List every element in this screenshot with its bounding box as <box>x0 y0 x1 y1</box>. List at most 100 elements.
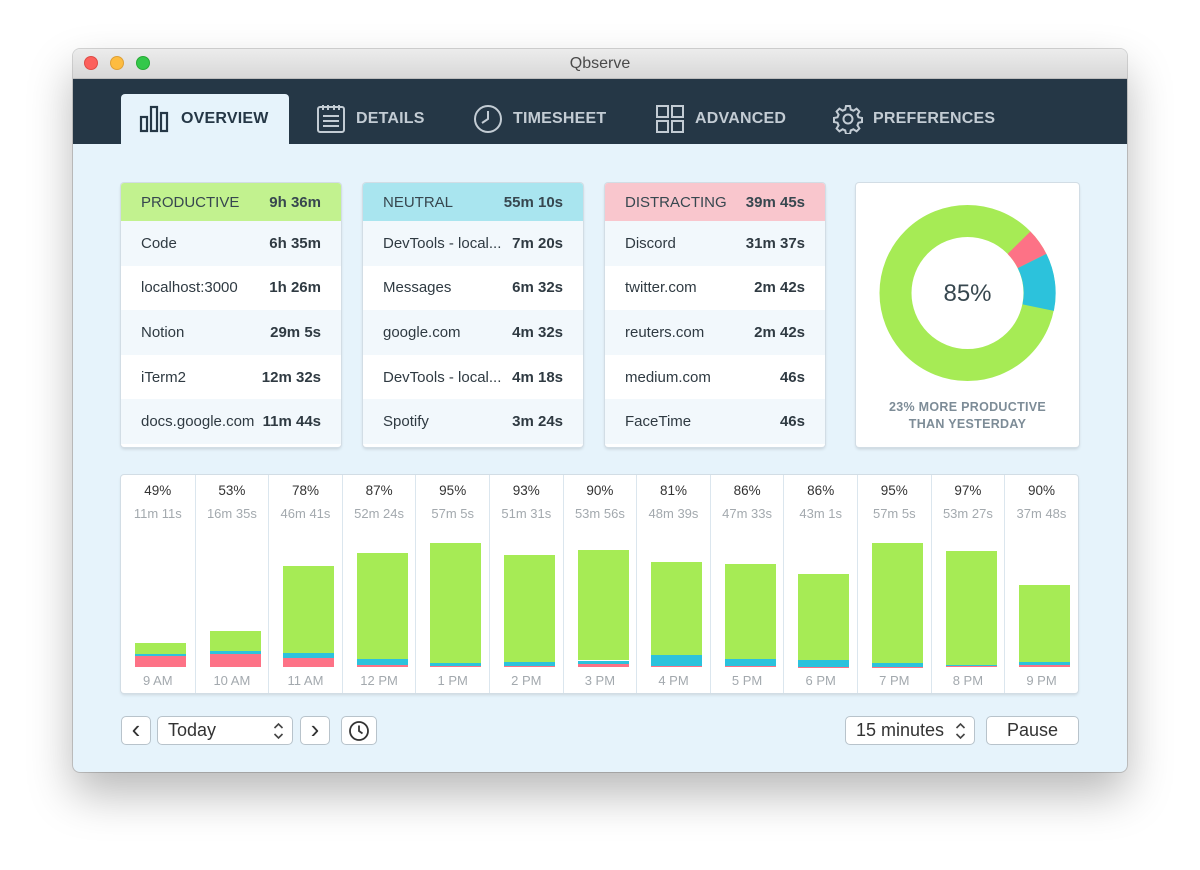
hour-duration: 53m 56s <box>574 506 625 521</box>
hour-productivity-percent: 53% <box>218 483 246 498</box>
hour-productivity-percent: 95% <box>439 483 467 498</box>
hour-label: 9 AM <box>142 673 173 688</box>
hour-column[interactable]: 95% 57m 5s 1 PM <box>415 475 489 693</box>
list-item[interactable]: FaceTime 46s <box>605 399 825 444</box>
hour-column[interactable]: 90% 53m 56s 3 PM <box>562 475 637 693</box>
tab-overview-label: OVERVIEW <box>181 110 269 127</box>
bar-segment-neutral <box>209 650 261 654</box>
window-title: Qbserve <box>569 55 631 72</box>
hour-column[interactable]: 95% 57m 5s 7 PM <box>857 475 931 693</box>
bar-segment-productive <box>724 564 776 659</box>
updown-chevron-icon <box>955 722 966 740</box>
hour-duration: 46m 41s <box>280 506 331 521</box>
bar-segment-neutral <box>283 653 335 658</box>
hourly-activity-chart: 49% 11m 11s 9 AM 53% 16m 35s 10 AM 78% 46m 41s 1… <box>121 475 1078 693</box>
hour-column[interactable]: 97% 53m 27s 8 PM <box>930 475 1005 693</box>
list-item[interactable]: docs.google.com 11m 44s <box>121 399 341 444</box>
list-item[interactable]: twitter.com 2m 42s <box>605 265 825 311</box>
bar-segment-productive <box>504 555 555 663</box>
hour-bar <box>430 543 482 667</box>
minimize-window-button[interactable] <box>110 56 124 70</box>
list-item[interactable]: Discord 31m 37s <box>605 221 825 266</box>
hour-label: 3 PM <box>584 673 616 688</box>
list-item[interactable]: DevTools - local... 7m 20s <box>363 221 583 266</box>
hour-duration: 16m 35s <box>206 506 257 521</box>
item-name: FaceTime <box>625 413 692 431</box>
interval-select-value: 15 minutes <box>856 720 945 740</box>
list-item[interactable]: Code 6h 35m <box>121 221 341 266</box>
hour-column[interactable]: 90% 37m 48s 9 PM <box>1004 475 1078 693</box>
item-name: Messages <box>383 279 452 297</box>
hour-bar <box>504 555 555 667</box>
bar-segment-productive <box>283 565 335 654</box>
hour-label: 9 PM <box>1026 673 1057 688</box>
hour-label: 10 AM <box>213 673 251 688</box>
hour-duration: 57m 5s <box>431 506 474 521</box>
item-name: medium.com <box>625 368 711 386</box>
list-item[interactable]: localhost:3000 1h 26m <box>121 265 341 311</box>
bar-segment-productive <box>651 561 703 656</box>
item-time: 7m 20s <box>512 234 563 252</box>
bar-segment-distracting <box>135 656 186 667</box>
bar-segment-neutral <box>872 663 923 667</box>
neutral-header[interactable]: NEUTRAL 55m 10s <box>363 183 583 221</box>
hour-column[interactable]: 49% 11m 11s 9 AM <box>121 475 195 693</box>
list-item[interactable]: medium.com 46s <box>605 354 825 400</box>
bar-segment-distracting <box>283 657 335 667</box>
hour-label: 8 PM <box>952 673 984 688</box>
productivity-donut <box>879 205 1056 381</box>
hour-bar <box>283 565 335 667</box>
hour-bar <box>1019 585 1071 667</box>
next-day-button[interactable]: › <box>300 716 330 745</box>
hour-bar <box>872 543 923 667</box>
tab-timesheet[interactable]: TIMESHEET <box>473 94 606 144</box>
item-time: 31m 37s <box>745 234 805 252</box>
hour-column[interactable]: 78% 46m 41s 11 AM <box>268 475 342 693</box>
hour-column[interactable]: 53% 16m 35s 10 AM <box>194 475 269 693</box>
pause-button[interactable]: Pause <box>986 716 1079 745</box>
bar-segment-neutral <box>1019 661 1071 666</box>
tab-preferences[interactable]: PREFERENCES <box>833 94 995 144</box>
item-name: Discord <box>625 234 676 252</box>
hour-productivity-percent: 49% <box>144 483 172 498</box>
hour-column[interactable]: 86% 47m 33s 5 PM <box>709 475 784 693</box>
bar-segment-distracting <box>651 666 703 667</box>
hour-productivity-percent: 78% <box>291 483 319 498</box>
list-item[interactable]: DevTools - local... 4m 18s <box>363 354 583 400</box>
item-time: 2m 42s <box>754 323 805 341</box>
bar-segment-neutral <box>577 660 629 665</box>
tab-overview[interactable]: OVERVIEW <box>121 94 289 144</box>
hour-label: 7 PM <box>879 673 910 688</box>
bar-segment-distracting <box>209 653 261 667</box>
hour-column[interactable]: 81% 48m 39s 4 PM <box>636 475 710 693</box>
productive-header[interactable]: PRODUCTIVE 9h 36m <box>121 183 341 221</box>
hour-column[interactable]: 93% 51m 31s 2 PM <box>489 475 563 693</box>
date-select[interactable]: Today <box>157 716 293 745</box>
zoom-window-button[interactable] <box>136 56 150 70</box>
tab-details[interactable]: DETAILS <box>316 94 425 144</box>
donut-distracting-segment <box>1007 231 1047 269</box>
list-item[interactable]: Messages 6m 32s <box>363 265 583 311</box>
hour-column[interactable]: 87% 52m 24s 12 PM <box>341 475 416 693</box>
history-button[interactable] <box>341 716 377 745</box>
list-item[interactable]: reuters.com 2m 42s <box>605 310 825 355</box>
item-name: twitter.com <box>625 279 697 297</box>
list-item[interactable]: Notion 29m 5s <box>121 310 341 355</box>
previous-day-button[interactable]: ‹ <box>121 716 151 745</box>
hour-duration: 53m 27s <box>942 506 993 521</box>
list-item[interactable]: google.com 4m 32s <box>363 310 583 355</box>
bar-segment-productive <box>798 573 850 660</box>
list-icon <box>316 104 356 134</box>
gear-icon <box>833 104 873 134</box>
bar-segment-productive <box>1019 585 1071 662</box>
close-window-button[interactable] <box>84 56 98 70</box>
item-time: 46s <box>779 413 805 431</box>
item-name: Notion <box>141 323 185 341</box>
list-item[interactable]: iTerm2 12m 32s <box>121 354 341 400</box>
list-item[interactable]: Spotify 3m 24s <box>363 399 583 444</box>
tab-advanced[interactable]: ADVANCED <box>655 94 786 144</box>
distracting-header[interactable]: DISTRACTING 39m 45s <box>605 183 825 221</box>
hour-column[interactable]: 86% 43m 1s 6 PM <box>783 475 857 693</box>
interval-select[interactable]: 15 minutes <box>845 716 975 745</box>
hour-label: 2 PM <box>511 673 542 688</box>
